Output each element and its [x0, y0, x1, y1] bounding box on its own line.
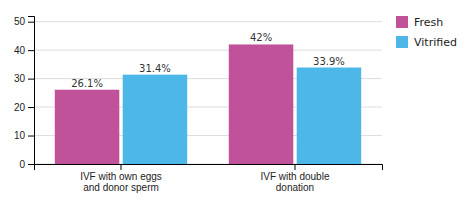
grid-line	[34, 21, 382, 22]
y-tick-mark	[28, 107, 34, 108]
y-tick-label: 30	[14, 73, 26, 84]
bar	[297, 68, 362, 164]
x-tick: IVF with doubledonation	[261, 164, 330, 193]
legend-label: Fresh	[414, 16, 443, 29]
legend-item: Vitrified	[396, 36, 457, 49]
y-tick-label: 40	[14, 45, 26, 56]
legend-swatch	[396, 16, 408, 28]
bar	[229, 44, 294, 164]
y-tick-mark	[28, 22, 34, 23]
grid	[34, 22, 382, 164]
legend-item: Fresh	[396, 16, 443, 29]
y-tick: 40	[14, 45, 34, 56]
series-bars	[123, 68, 362, 164]
data-label: 26.1%	[71, 78, 103, 89]
chart: 0 10 20 30 40 50 IVF with own eggsand donor sp…	[0, 0, 474, 200]
y-tick: 30	[14, 73, 34, 84]
y-tick-mark	[28, 79, 34, 80]
y-tick: 20	[14, 102, 34, 113]
bar	[123, 75, 188, 164]
y-tick-label: 20	[14, 102, 26, 113]
x-tick-label: IVF with doubledonation	[261, 171, 330, 193]
x-axis-line	[35, 165, 383, 171]
y-tick: 50	[14, 16, 34, 27]
x-tick-label: IVF with own eggsand donor sperm	[80, 171, 162, 193]
bar	[55, 90, 120, 164]
data-labels: 26.1% 42% 31.4% 33.9%	[71, 32, 345, 88]
y-tick-label: 10	[14, 130, 26, 141]
data-label: 42%	[250, 32, 272, 43]
y-tick-mark	[28, 164, 34, 165]
plot: 0 10 20 30 40 50 IVF with own eggsand donor sp…	[14, 16, 383, 193]
data-label: 33.9%	[313, 56, 345, 67]
x-tick: IVF with own eggsand donor sperm	[80, 164, 162, 193]
y-tick-label: 0	[19, 159, 25, 170]
y-axis: 0 10 20 30 40 50	[14, 16, 35, 169]
legend-swatch	[396, 36, 408, 48]
y-tick-mark	[28, 136, 34, 137]
y-axis-line	[28, 17, 35, 165]
y-tick: 10	[14, 130, 34, 141]
grid-line	[34, 50, 382, 51]
x-tick-mark	[295, 164, 296, 170]
x-tick-mark	[121, 164, 122, 170]
legend-label: Vitrified	[414, 36, 457, 49]
data-label: 31.4%	[139, 63, 171, 74]
y-tick-mark	[28, 50, 34, 51]
y-tick-label: 50	[14, 16, 26, 27]
bars	[55, 44, 361, 164]
y-tick: 0	[19, 159, 34, 170]
x-axis: IVF with own eggsand donor sperm IVF with…	[35, 164, 383, 193]
series-bars	[55, 44, 294, 164]
legend: Fresh Vitrified	[396, 16, 457, 49]
